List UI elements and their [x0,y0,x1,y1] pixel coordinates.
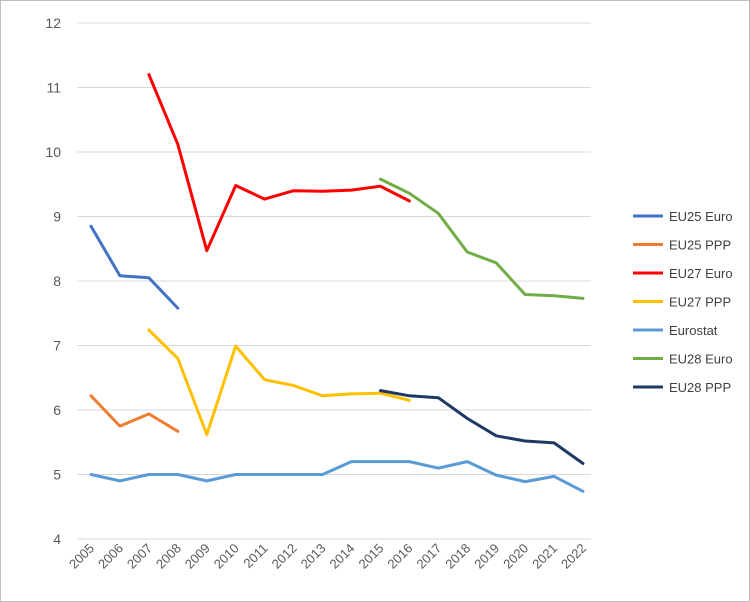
x-tick-label: 2012 [269,541,300,572]
y-axis: 4 5 6 7 8 9 10 11 12 [45,15,61,547]
series-line-eu28-ppp [378,389,585,465]
series-line-eu25-ppp [89,394,180,433]
x-tick-label: 2005 [66,541,97,572]
x-tick-label: 2015 [355,541,386,572]
x-tick-label: 2022 [558,541,589,572]
series-line-eurostat [89,460,585,493]
x-tick-label: 2008 [153,541,184,572]
x-tick-label: 2009 [182,541,213,572]
x-tick-label: 2013 [298,541,329,572]
legend-label-eu28-euro: EU28 Euro [669,352,733,367]
legend-label-eu25-ppp: EU25 PPP [669,238,731,253]
x-axis: 2005200620072008200920102011201220132014… [66,541,589,572]
legend-label-eu25-euro: EU25 Euro [669,209,733,224]
series-line-eu27-euro [147,73,411,253]
y-tick-label: 11 [46,80,61,96]
x-tick-label: 2018 [442,541,473,572]
x-tick-label: 2020 [500,541,531,572]
x-tick-label: 2016 [384,541,415,572]
legend-label-eurostat: Eurostat [669,323,718,338]
y-tick-label: 4 [53,531,61,547]
y-tick-label: 7 [53,338,61,354]
y-tick-label: 5 [53,467,61,483]
legend-label-eu28-ppp: EU28 PPP [669,380,731,395]
x-tick-label: 2011 [240,541,270,571]
y-tick-label: 10 [45,144,61,160]
x-tick-label: 2014 [327,541,358,572]
series-line-eu25-euro [89,224,180,310]
y-tick-label: 12 [45,15,61,31]
legend: EU25 Euro EU25 PPP EU27 Euro EU27 PPP Eurost… [633,209,733,395]
x-tick-label: 2007 [124,541,155,572]
series-lines [89,73,585,493]
legend-label-eu27-ppp: EU27 PPP [669,295,731,310]
x-tick-label: 2021 [529,541,560,572]
x-tick-label: 2006 [95,541,126,572]
series-line-eu27-ppp [147,328,411,436]
y-tick-label: 8 [53,273,61,289]
x-tick-label: 2017 [413,541,444,572]
y-tick-label: 9 [53,209,61,225]
x-tick-label: 2010 [211,541,242,572]
x-tick-label: 2019 [471,541,502,572]
legend-label-eu27-euro: EU27 Euro [669,266,733,281]
series-line-eu28-euro [378,177,585,300]
y-tick-label: 6 [53,402,61,418]
